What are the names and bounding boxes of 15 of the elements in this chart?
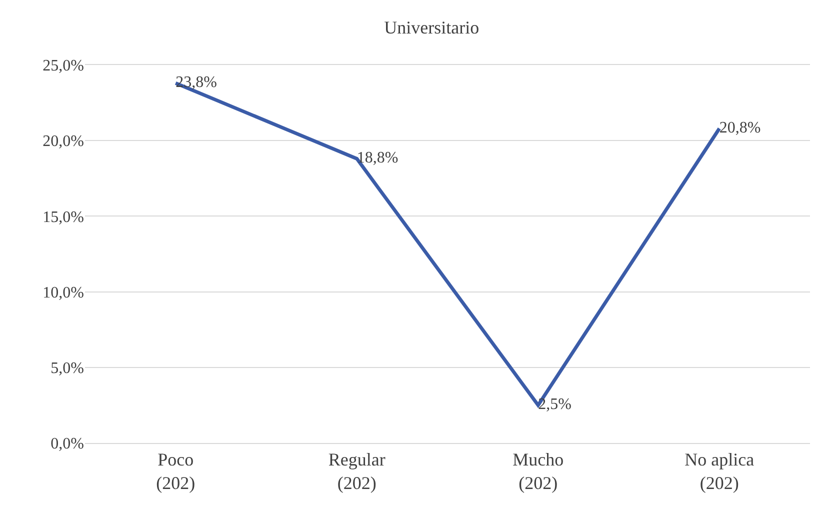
x-tick-label: Regular (202) [328, 450, 386, 493]
data-label: 18,8% [356, 150, 398, 167]
y-tick-label: 20,0% [42, 133, 84, 150]
x-tick-label: Mucho (202) [512, 450, 564, 493]
y-tick-label: 15,0% [42, 208, 84, 226]
y-tick-label: 10,0% [42, 284, 84, 302]
x-tick-label: No aplica (202) [684, 450, 754, 493]
data-label: 20,8% [719, 120, 761, 136]
y-tick-label: 0,0% [50, 436, 84, 453]
y-tick-label: 25,0% [42, 58, 84, 75]
data-label: 2,5% [538, 396, 572, 414]
y-tick-label: 5,0% [50, 360, 84, 377]
data-label: 23,8% [176, 74, 217, 92]
x-tick-label: Poco (202) [156, 450, 196, 493]
chart-title: Universitario [384, 18, 480, 38]
